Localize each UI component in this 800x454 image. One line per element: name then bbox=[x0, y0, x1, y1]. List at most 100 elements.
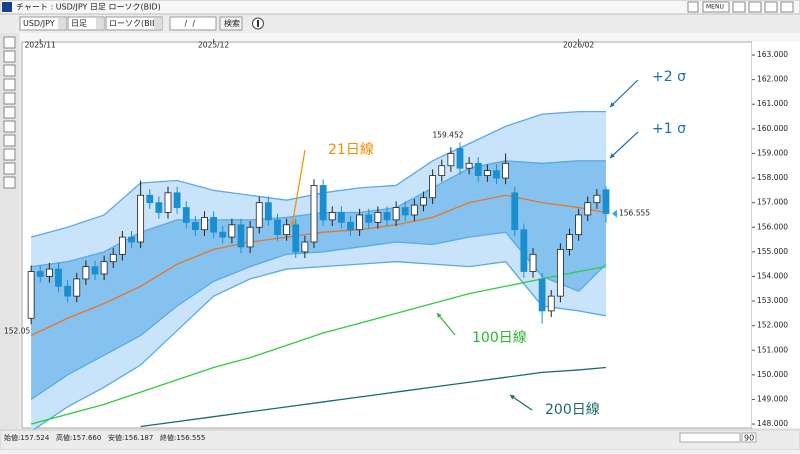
candle-body bbox=[73, 278, 81, 297]
candle-body bbox=[383, 212, 391, 221]
kind-arrow[interactable] bbox=[154, 18, 162, 29]
tool-icon[interactable] bbox=[3, 92, 16, 105]
y-tick-label: 151.000 bbox=[757, 345, 788, 354]
y-tick-label: 155.000 bbox=[757, 247, 788, 256]
annotation-arrowhead bbox=[437, 313, 442, 318]
y-tick-label: 149.000 bbox=[757, 394, 788, 403]
candle-body bbox=[27, 271, 35, 319]
y-tick-label: 161.000 bbox=[757, 99, 788, 108]
x-tick-label: 2026/02 bbox=[563, 41, 594, 50]
candle-body bbox=[100, 261, 108, 275]
period-arrow[interactable] bbox=[96, 18, 104, 29]
ma-line bbox=[30, 265, 607, 425]
candle-body bbox=[164, 192, 172, 213]
band-area bbox=[31, 160, 606, 400]
help-button[interactable] bbox=[687, 1, 699, 13]
candle-body bbox=[347, 221, 354, 231]
candle-body bbox=[310, 185, 318, 243]
candle-body bbox=[502, 162, 510, 179]
candle-body bbox=[91, 266, 99, 275]
candle-body bbox=[547, 295, 555, 312]
tool-icon[interactable] bbox=[3, 162, 16, 175]
annotation: 200日線 bbox=[545, 402, 600, 418]
candle-body bbox=[602, 189, 610, 214]
tool-icon[interactable] bbox=[3, 36, 16, 49]
symbol-arrow[interactable] bbox=[58, 18, 66, 29]
candle-body bbox=[328, 212, 336, 221]
zoom-box[interactable] bbox=[741, 432, 757, 443]
price-axis bbox=[752, 42, 800, 428]
scrollbar[interactable] bbox=[679, 432, 741, 443]
tool-icon[interactable] bbox=[3, 50, 16, 63]
candle-body bbox=[337, 212, 345, 223]
candle-body bbox=[465, 162, 473, 169]
y-tick-label: 152.000 bbox=[757, 321, 788, 330]
candle-body bbox=[36, 271, 44, 277]
candle-body bbox=[128, 236, 135, 243]
y-tick-label: 150.000 bbox=[757, 370, 788, 379]
pin-button[interactable] bbox=[732, 1, 746, 13]
tool-icon[interactable] bbox=[3, 134, 16, 147]
candle-body bbox=[292, 224, 300, 253]
candle-body bbox=[228, 224, 236, 238]
candle-body bbox=[155, 202, 163, 213]
tool-icon[interactable] bbox=[3, 148, 16, 161]
candle-body bbox=[493, 170, 500, 179]
date-text: / / bbox=[182, 19, 198, 28]
candle-body bbox=[283, 224, 291, 236]
annotation-arrowhead bbox=[610, 102, 615, 107]
y-tick-label: 153.000 bbox=[757, 296, 788, 305]
candle-body bbox=[438, 165, 446, 176]
annotation-arrowhead bbox=[510, 395, 515, 400]
close-button[interactable] bbox=[780, 1, 794, 13]
candle-body bbox=[401, 207, 409, 216]
date-axis-bar bbox=[20, 33, 800, 42]
tool-icon[interactable] bbox=[3, 64, 16, 77]
annotation-arrow bbox=[609, 79, 639, 108]
search-button[interactable] bbox=[219, 16, 243, 31]
tool-icon[interactable] bbox=[3, 106, 16, 119]
minimize-button[interactable] bbox=[748, 1, 762, 13]
candle-body bbox=[246, 226, 254, 248]
candle-body bbox=[410, 204, 418, 216]
candle-body bbox=[520, 229, 528, 272]
status-item: 安値:156.187 bbox=[108, 433, 153, 442]
tool-icon[interactable] bbox=[3, 176, 16, 189]
candle-body bbox=[182, 207, 190, 223]
date-input[interactable] bbox=[169, 16, 217, 31]
tool-icons bbox=[3, 36, 16, 189]
ma-line bbox=[140, 366, 607, 428]
candle-body bbox=[538, 278, 546, 312]
candle-body bbox=[109, 253, 117, 263]
x-tick-label: 2025/12 bbox=[198, 41, 229, 50]
tool-icon[interactable] bbox=[3, 120, 16, 133]
y-tick-label: 158.000 bbox=[757, 173, 788, 182]
candle-body bbox=[173, 192, 181, 208]
candle-body bbox=[137, 194, 145, 243]
candle-body bbox=[319, 185, 327, 221]
status-item: 高値:157.660 bbox=[56, 433, 101, 442]
y-tick-label: 159.000 bbox=[757, 148, 788, 157]
low-label: 152.05 bbox=[4, 326, 30, 335]
annotation-arrow bbox=[609, 131, 639, 159]
period-text: 日足 bbox=[71, 19, 87, 28]
last-price-label: 156.555 bbox=[619, 209, 650, 218]
menu-label: MENU bbox=[706, 4, 724, 11]
tool-icon[interactable] bbox=[3, 78, 16, 91]
candle-body bbox=[264, 202, 272, 221]
candle-body bbox=[392, 207, 400, 221]
annotation: +1 σ bbox=[652, 121, 686, 137]
maximize-button[interactable] bbox=[764, 1, 778, 13]
candle-body bbox=[511, 192, 519, 231]
annotation-arrowhead bbox=[290, 221, 296, 226]
candle-body bbox=[201, 217, 208, 231]
y-tick-label: 148.000 bbox=[757, 419, 788, 428]
candle-body bbox=[55, 268, 62, 287]
y-tick-label: 154.000 bbox=[757, 271, 788, 280]
app-icon bbox=[2, 2, 12, 12]
title-bar bbox=[0, 0, 800, 15]
annotation-arrow bbox=[509, 394, 533, 411]
menu-button[interactable] bbox=[702, 1, 730, 13]
search-text: 検索 bbox=[224, 18, 240, 28]
y-tick-label: 160.000 bbox=[757, 124, 788, 133]
